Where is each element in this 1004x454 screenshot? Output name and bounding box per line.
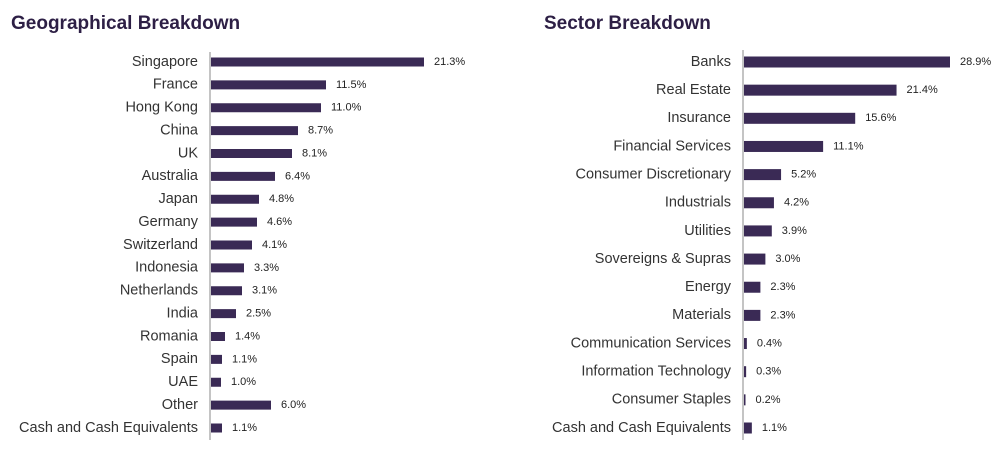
category-label-consumer-staples: Consumer Staples [612,392,731,408]
value-label-industrials: 4.2% [784,197,809,209]
category-label-indonesia: Indonesia [135,260,199,276]
value-label-germany: 4.6% [267,216,292,228]
category-label-information-technology: Information Technology [581,364,731,380]
sector-breakdown-title: Sector Breakdown [544,13,711,34]
value-label-cash-and-cash-equivalents: 1.1% [762,422,787,434]
sector-breakdown-panel: Sector Breakdown Banks 28.9% Real Estate 21… [530,0,1004,454]
category-label-germany: Germany [138,214,198,230]
category-label-china: China [160,122,199,138]
value-label-other: 6.0% [281,399,306,411]
value-label-france: 11.5% [336,79,367,91]
category-label-materials: Materials [672,307,731,323]
bar-consumer-discretionary [744,169,782,181]
category-label-real-estate: Real Estate [656,82,731,98]
bar-uae [211,377,221,387]
category-label-banks: Banks [691,54,731,70]
value-label-financial-services: 11.1% [833,140,864,152]
category-label-australia: Australia [142,168,199,184]
bar-other [211,400,271,410]
value-label-australia: 6.4% [285,170,310,182]
bar-banks [744,56,950,68]
category-label-sovereigns-and-supras: Sovereigns & Supras [595,251,731,267]
bar-india [211,309,236,319]
bar-insurance [744,112,856,124]
category-label-energy: Energy [685,279,732,295]
bar-financial-services [744,140,824,152]
bar-hong-kong [211,103,321,113]
category-label-uk: UK [178,145,198,161]
value-label-indonesia: 3.3% [254,262,279,274]
value-label-japan: 4.8% [269,193,294,205]
geographical-breakdown-chart: Singapore 21.3% France 11.5% Hong Kong 11.0% C… [19,52,465,440]
bar-singapore [211,57,424,67]
category-label-spain: Spain [161,351,198,367]
bar-cash-and-cash-equivalents [211,423,222,433]
value-label-utilities: 3.9% [782,225,807,237]
category-label-netherlands: Netherlands [120,283,198,299]
category-label-insurance: Insurance [667,110,731,126]
bar-australia [211,171,275,181]
category-label-india: India [167,305,199,321]
bar-france [211,80,326,90]
value-label-switzerland: 4.1% [262,239,287,251]
category-label-uae: UAE [168,374,198,390]
value-label-china: 8.7% [308,125,333,137]
category-label-romania: Romania [140,328,199,344]
bar-switzerland [211,240,252,250]
bar-utilities [744,225,772,237]
bar-information-technology [744,366,747,378]
value-label-cash-and-cash-equivalents: 1.1% [232,422,257,434]
category-label-industrials: Industrials [665,195,731,211]
bar-germany [211,217,257,227]
value-label-real-estate: 21.4% [907,84,938,96]
category-label-financial-services: Financial Services [613,138,731,154]
bar-energy [744,281,761,293]
category-label-cash-and-cash-equivalents: Cash and Cash Equivalents [19,420,198,436]
geographical-breakdown-title: Geographical Breakdown [11,13,241,34]
bar-cash-and-cash-equivalents [744,422,752,434]
value-label-singapore: 21.3% [434,56,465,68]
category-label-france: France [153,77,198,93]
category-label-utilities: Utilities [684,223,731,239]
bar-sovereigns-and-supras [744,253,766,265]
bar-romania [211,332,225,341]
category-label-singapore: Singapore [132,54,198,70]
value-label-insurance: 15.6% [865,112,896,124]
bar-consumer-staples [744,394,746,406]
value-label-materials: 2.3% [770,309,795,321]
bar-china [211,126,298,136]
category-label-japan: Japan [158,191,198,207]
category-label-consumer-discretionary: Consumer Discretionary [575,166,731,182]
value-label-energy: 2.3% [770,281,795,293]
value-label-banks: 28.9% [960,56,991,68]
value-label-communication-services: 0.4% [757,337,782,349]
category-label-communication-services: Communication Services [571,335,731,351]
value-label-hong-kong: 11.0% [331,102,362,114]
value-label-consumer-discretionary: 5.2% [791,169,816,181]
category-label-cash-and-cash-equivalents: Cash and Cash Equivalents [552,420,731,436]
sector-breakdown-chart: Banks 28.9% Real Estate 21.4% Insurance 15.6%… [552,50,991,440]
category-label-other: Other [162,397,198,413]
bar-industrials [744,197,774,209]
value-label-netherlands: 3.1% [252,285,277,297]
value-label-spain: 1.1% [232,353,257,365]
value-label-india: 2.5% [246,308,271,320]
category-label-hong-kong: Hong Kong [125,100,198,116]
geographical-breakdown-panel: Geographical Breakdown Singapore 21.3% Fra… [0,0,500,454]
value-label-uk: 8.1% [302,147,327,159]
bar-spain [211,354,222,364]
bar-materials [744,309,761,321]
bar-communication-services [744,338,747,350]
bar-japan [211,194,259,204]
bar-uk [211,149,292,158]
bar-real-estate [744,84,897,96]
value-label-romania: 1.4% [235,330,260,342]
value-label-information-technology: 0.3% [756,366,781,378]
value-label-uae: 1.0% [231,376,256,388]
category-label-switzerland: Switzerland [123,237,198,253]
value-label-sovereigns-and-supras: 3.0% [775,253,800,265]
value-label-consumer-staples: 0.2% [756,394,781,406]
bar-netherlands [211,286,242,296]
bar-indonesia [211,263,244,273]
